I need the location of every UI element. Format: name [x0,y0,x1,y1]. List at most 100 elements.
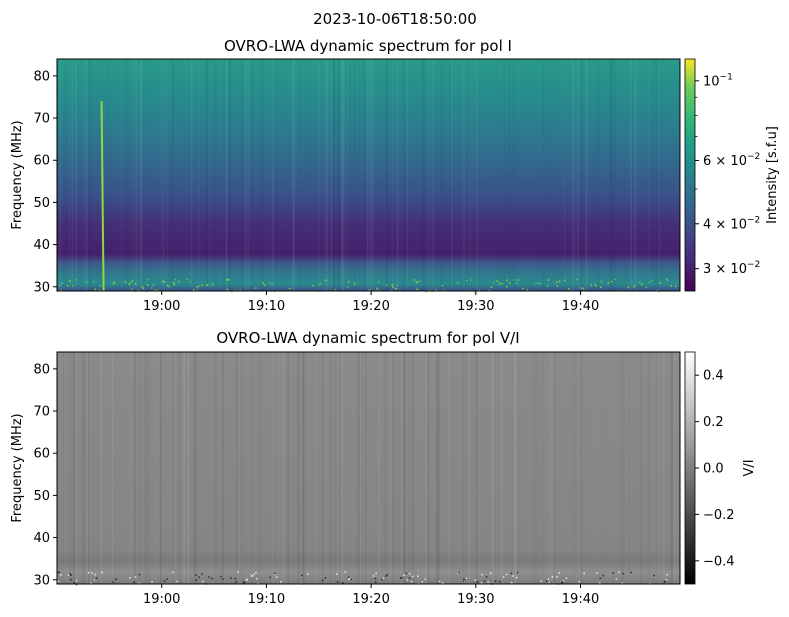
spectrum-speckle [256,577,258,580]
spectrum-speckle [98,289,101,292]
spectrum-texture [634,59,637,291]
spectrum-texture [468,352,470,584]
spectrum-texture [398,352,399,584]
spectrum-speckle [547,279,550,281]
spectrum-speckle [336,580,339,583]
spectrum-speckle [515,282,518,284]
spectrum-texture [247,59,250,291]
spectrum-texture [621,352,624,584]
spectrum-texture [269,59,270,291]
spectrum-texture [206,59,209,291]
spectrum-speckle [319,283,322,285]
spectrum-speckle [466,279,469,282]
spectrum-speckle [415,281,418,283]
spectrum-speckle [578,580,581,583]
spectrum-speckle [460,582,462,585]
spectrum-speckle [129,281,132,284]
colorbar-tick-label: 0.2 [703,415,724,430]
spectrum-speckle [515,576,518,579]
spectrum-speckle [196,286,198,289]
spectrum-speckle [57,571,60,574]
spectrum-speckle [618,571,620,573]
spectrum-texture [662,352,664,584]
spectrum-texture [386,59,388,291]
spectrum-texture [208,59,210,291]
spectrum-texture [364,59,366,291]
spectrum-speckle [429,289,432,292]
spectrum-texture [408,352,409,584]
spectrum-speckle [559,583,561,586]
spectrum-texture [267,352,269,584]
spectrum-texture [259,352,262,584]
spectrum-speckle [514,279,516,281]
spectrum-speckle [274,573,276,576]
spectrum-texture [148,352,150,584]
spectrum-speckle [172,571,174,574]
spectrum-speckle [382,577,385,580]
spectrum-texture [154,352,156,584]
spectrum-texture [302,352,305,584]
spectrum-speckle [419,280,421,282]
spectrum-speckle [600,280,603,283]
spectrum-texture [312,352,314,584]
spectrum-texture [386,352,387,584]
spectrum-speckle [480,582,483,584]
spectrum-texture [378,352,380,584]
spectrum-speckle [173,282,176,285]
spectrum-texture [242,352,244,584]
spectrum-texture [267,352,269,584]
spectrum-texture [86,59,88,291]
panel-pol-i: OVRO-LWA dynamic spectrum for pol I 30 40… [10,37,780,314]
spectrum-speckle [435,289,438,291]
spectrum-speckle [317,283,320,286]
spectrum-speckle [134,576,137,578]
spectrum-speckle [615,578,618,580]
spectrum-speckle [349,577,351,580]
spectrum-texture [519,352,521,584]
spectrum-texture [554,352,556,584]
spectrum-speckle [659,282,662,284]
spectrum-texture [244,59,247,291]
spectrum-speckle [242,581,245,584]
spectrum-texture [440,59,442,291]
spectrum-speckle [630,571,632,574]
spectrum-texture [627,352,630,584]
spectrum-speckle [421,581,424,583]
spectrum-texture [402,59,404,291]
spectrum-speckle [221,578,224,580]
x-tick-label: 19:30 [457,299,494,314]
spectrum-speckle [112,581,114,583]
spectrum-speckle [535,282,537,285]
spectrum-speckle [73,582,75,584]
spectrum-speckle [396,284,398,287]
spectrum-texture [223,59,226,291]
y-tick-label: 50 [33,489,50,504]
spectrum-texture [139,352,141,584]
spectrum-speckle [640,283,643,286]
spectrum-texture [72,59,74,291]
spectrum-texture [309,59,310,291]
spectrum-texture [330,59,333,291]
spectrum-speckle [502,576,505,578]
spectrum-texture [111,352,114,584]
spectrum-texture [611,59,614,291]
y-tick-label: 30 [33,573,50,588]
spectrum-speckle [334,288,336,291]
colorbar-tick-label: −0.2 [703,508,735,523]
spectrum-texture [660,59,662,291]
spectrum-speckle [138,582,140,585]
spectrum-speckle [172,284,175,287]
spectrum-texture [580,59,583,291]
spectrum-speckle [255,287,257,289]
y-tick-label: 80 [33,362,50,377]
spectrum-texture [406,59,408,291]
spectrum-speckle [594,283,596,286]
spectrum-texture [140,59,141,291]
spectrum-speckle [458,571,460,574]
spectrum-texture [658,59,661,291]
spectrum-speckle [633,285,635,288]
spectrum-speckle [395,288,398,290]
x-tick-label: 19:00 [143,592,180,607]
spectrum-speckle [268,282,271,284]
spectrum-texture [62,352,63,584]
